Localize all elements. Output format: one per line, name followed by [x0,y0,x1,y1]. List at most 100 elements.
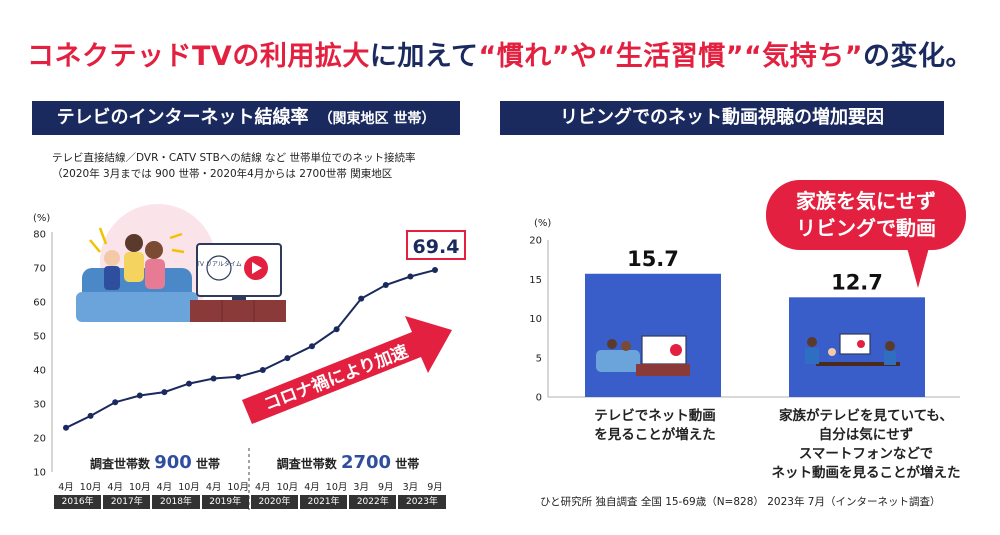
sample2-prefix: 調査世帯数 [276,457,337,471]
right-panel-title: リビングでのネット動画視聴の増加要因 [500,101,944,135]
x-month-label: 4月 [205,482,222,493]
tv-label: TV リアルタイム [195,260,242,268]
latest-value-box [406,230,466,260]
data-point [259,367,266,373]
data-point [309,343,315,350]
left-title-text: テレビのインターネット結線率 [56,107,309,128]
left-y-tick-label: 10 [33,468,46,479]
right-y-tick-label: 20 [529,236,542,247]
data-point [112,399,119,406]
x-month-label: 10月 [325,482,348,493]
headline-part3: “慣れ”や“生活習慣”“気持ち” [478,41,863,72]
x-year-label: 2021年 [300,495,348,509]
x-month-label: 10月 [178,482,200,493]
left-y-tick-label: 40 [33,366,46,377]
x-month-label: 4月 [58,482,74,493]
x-year-label: 2023年 [398,495,446,509]
left-y-tick-label: 50 [33,332,46,343]
data-point [432,267,438,274]
sample1-prefix: 調査世帯数 [90,457,151,471]
x-year-label: 2019年 [201,495,249,509]
left-unit-label: (%) [33,213,50,224]
sample-size-2700: 調査世帯数 2700 世帯 [258,452,438,473]
speech-bubble: 家族を気にせず リビングで動画 [766,180,966,250]
headline: コネクテッドTVの利用拡大に加えて“慣れ”や“生活習慣”“気持ち”の変化。 [0,34,1000,73]
right-y-tick-label: 10 [529,314,542,325]
x-month-label: 10月 [276,482,299,493]
tv-illustration: TV リアルタイム [190,243,286,322]
headline-part1: コネクテッドTVの利用拡大 [27,41,370,72]
left-panel-title: テレビのインターネット結線率 （関東地区 世帯） [32,101,460,135]
right-y-tick-label: 0 [536,393,542,404]
x-month-label: 10月 [79,482,102,493]
sample2-value: 2700 [340,452,392,473]
sample-size-900: 調査世帯数 900 世帯 [70,452,240,473]
headline-part2: に加えて [369,41,479,72]
bar2-caption: 家族がテレビを見ていても、 自分は気にせず スマートフォンなどで ネット動画を見… [756,407,976,483]
data-point [161,389,168,396]
x-month-label: 4月 [156,482,173,493]
x-month-label: 10月 [227,482,249,493]
data-point [210,375,217,382]
data-point [407,273,414,280]
latest-value-label: 69.4 [413,236,460,258]
bubble-line2: リビングで動画 [796,216,936,240]
series-line [65,269,436,429]
left-y-tick-label: 30 [33,400,46,411]
data-point [333,326,340,333]
x-month-label: 4月 [107,482,123,493]
bar [585,273,721,397]
headline-part4: の変化。 [862,41,973,72]
left-title-small: （関東地区 世帯） [318,111,436,127]
speech-bubble-tail [906,244,930,288]
left-note: テレビ直接結線／DVR・CATV STBへの結線 など 世帯単位でのネット接続率… [52,150,472,182]
x-year-label: 2017年 [103,495,151,509]
data-point [136,392,143,399]
bar1-caption-line2: を見ることが増えた [594,427,716,443]
left-y-tick-label: 80 [33,230,46,241]
right-y-tick-label: 5 [536,353,542,364]
sample1-value: 900 [154,452,192,473]
bar-value-label: 12.7 [831,270,883,294]
left-note-line1: テレビ直接結線／DVR・CATV STBへの結線 など 世帯単位でのネット接続率 [52,152,416,164]
bubble-line1: 家族を気にせず [796,189,936,213]
data-point [284,355,291,362]
right-title-text: リビングでのネット動画視聴の増加要因 [560,107,884,128]
x-month-label: 3月 [353,482,369,493]
x-year-labels: 2016年 2017年 2018年 2019年 2020年 2021年 2022年 2023年 [0,495,1000,509]
arrow-label: コロナ禍により加速 [261,341,411,415]
right-unit-label: (%) [534,218,551,229]
source-note: ひと研究所 独自調査 全国 15-69歳（N=828） 2023年 7月（インタ… [540,496,941,508]
data-point [382,282,389,288]
family-illustration [76,204,216,322]
acceleration-arrow: コロナ禍により加速 [242,316,452,424]
data-point [63,424,69,431]
left-y-tick-label: 60 [33,298,46,309]
x-month-label: 4月 [255,482,271,493]
x-month-labels: 4月 10月 4月 10月 4月 10月 4月 10月 4月 10月 4月 10月 3月 9月 3月 9月 [0,479,1000,493]
x-month-label: 9月 [378,482,394,493]
x-year-label: 2016年 [54,495,102,509]
x-year-label: 2022年 [349,495,397,509]
bar1-caption: テレビでネット動画 を見ることが増えた [560,407,750,445]
bar2-caption-line4: ネット動画を見ることが増えた [771,465,961,481]
x-month-label: 4月 [304,482,320,493]
bar2-caption-line1: 家族がテレビを見ていても、 [778,408,953,424]
line-chart: (%) 10 20 30 40 50 60 70 80 TV リアルタイム [33,204,466,510]
bar2-caption-line2: 自分は気にせず [818,427,914,443]
bar-value-label: 15.7 [627,247,679,271]
left-y-tick-label: 20 [33,434,46,445]
x-year-label: 2020年 [250,495,298,509]
left-y-tick-label: 70 [33,264,46,275]
left-note-line2: （2020年 3月までは 900 世帯・2020年4月からは 2700世帯 関東… [52,168,393,180]
bar1-illustration [596,335,690,376]
bar1-caption-line1: テレビでネット動画 [594,408,716,424]
data-point [235,373,242,380]
bar2-illustration [805,333,900,366]
data-point [186,380,192,387]
x-month-label: 3月 [402,482,419,493]
x-month-label: 9月 [427,482,443,493]
data-point [358,295,365,302]
sample1-suffix: 世帯 [195,457,220,471]
